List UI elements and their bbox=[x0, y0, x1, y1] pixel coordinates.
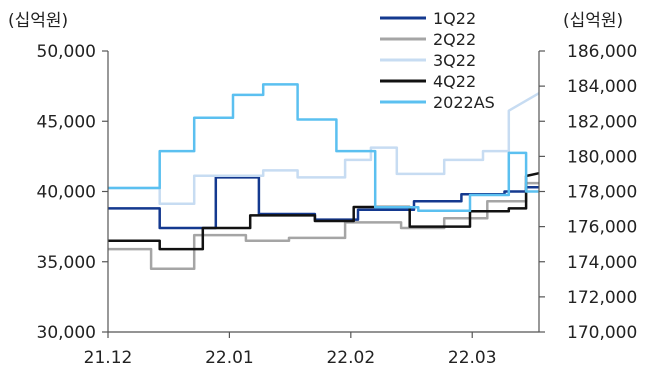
legend-label-4q22: 4Q22 bbox=[433, 72, 476, 91]
right-tick-label: 178,000 bbox=[567, 183, 637, 203]
right-tick-label: 186,000 bbox=[567, 42, 637, 62]
right-tick-label: 174,000 bbox=[567, 253, 637, 273]
right-tick-label: 170,000 bbox=[567, 323, 637, 343]
x-tick-label: 22.03 bbox=[448, 348, 497, 368]
right-tick-label: 182,000 bbox=[567, 112, 637, 132]
left-tick-label: 45,000 bbox=[37, 112, 96, 132]
chart-legend: 1Q22 2Q22 3Q22 4Q22 2022AS bbox=[380, 9, 495, 112]
legend-label-2q22: 2Q22 bbox=[433, 30, 476, 49]
series-line-3q22 bbox=[108, 92, 540, 206]
right-tick-label: 184,000 bbox=[567, 77, 637, 97]
right-tick-label: 180,000 bbox=[567, 147, 637, 167]
left-tick-label: 30,000 bbox=[37, 323, 96, 343]
series-line-4q22 bbox=[108, 171, 540, 251]
x-tick-label: 21.12 bbox=[84, 348, 133, 368]
axis-units: (십억원) (십억원) bbox=[8, 11, 623, 31]
legend-label-2022as: 2022AS bbox=[433, 93, 495, 112]
left-tick-label: 35,000 bbox=[37, 253, 96, 273]
right-axis-unit: (십억원) bbox=[563, 11, 623, 31]
right-tick-label: 172,000 bbox=[567, 288, 637, 308]
left-tick-label: 40,000 bbox=[37, 183, 96, 203]
left-tick-label: 50,000 bbox=[37, 42, 96, 62]
series-line-1q22 bbox=[108, 176, 539, 230]
x-tick-label: 22.01 bbox=[205, 348, 254, 368]
legend-label-1q22: 1Q22 bbox=[433, 9, 476, 28]
left-axis-unit: (십억원) bbox=[8, 11, 68, 31]
series-line-2022as bbox=[108, 83, 539, 213]
axes: 30,000 35,000 40,000 45,000 50,000 170,000 172… bbox=[37, 42, 638, 368]
right-tick-label: 176,000 bbox=[567, 218, 637, 238]
plot-area bbox=[108, 83, 540, 271]
x-tick-label: 22.02 bbox=[326, 348, 375, 368]
series-line-2q22 bbox=[108, 181, 539, 271]
legend-label-3q22: 3Q22 bbox=[433, 51, 476, 70]
